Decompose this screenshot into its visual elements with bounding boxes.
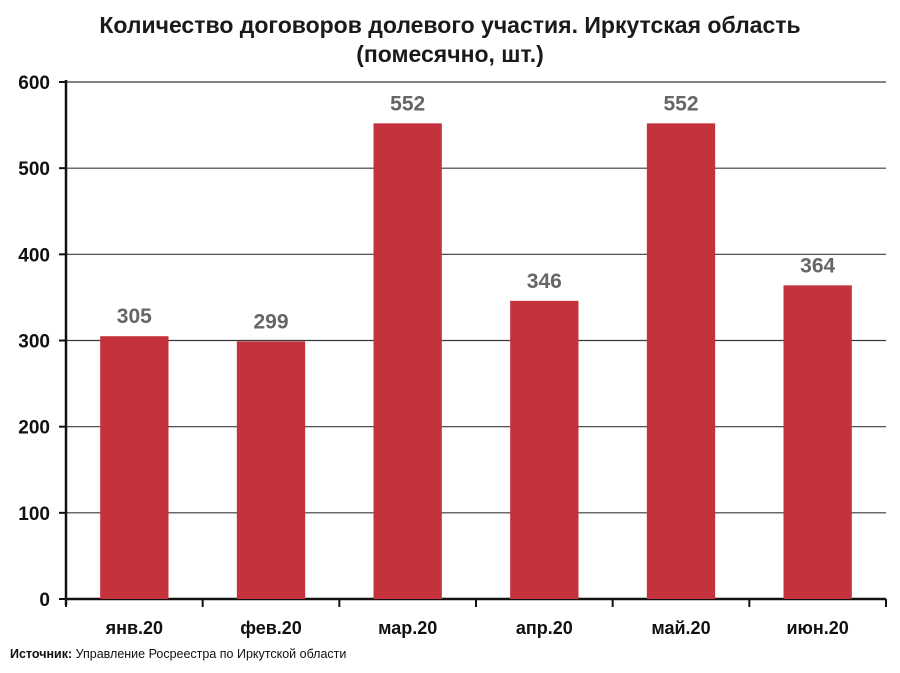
bar [236,341,306,599]
x-tick-label: янв.20 [105,618,163,638]
bar [510,300,579,599]
chart-title: Количество договоров долевого участия. И… [99,12,801,38]
data-label: 346 [527,270,562,293]
data-label: 305 [117,305,152,328]
y-tick-label: 200 [18,418,50,439]
source-text: Управление Росреестра по Иркутской облас… [75,647,347,661]
y-tick-label: 400 [18,245,50,266]
bar [646,123,716,600]
y-tick-label: 600 [18,73,50,94]
y-tick-label: 300 [18,332,50,353]
x-tick-label: фев.20 [240,618,302,638]
source-label: Источник: [10,647,73,661]
x-tick-label: апр.20 [516,618,573,638]
y-tick-label: 500 [18,159,50,180]
bar [100,336,169,599]
data-label: 552 [390,92,425,115]
bar [783,285,852,599]
x-tick-label: мар.20 [378,618,437,638]
y-tick-label: 100 [18,504,50,525]
x-tick-label: июн.20 [786,618,848,638]
bar [373,123,442,600]
x-tick-label: май.20 [651,618,710,638]
source-note: Источник: Управление Росреестра по Иркут… [10,647,346,661]
y-tick-label: 0 [39,590,50,611]
data-label: 364 [800,254,835,277]
data-label: 299 [253,310,288,333]
chart-subtitle: (помесячно, шт.) [356,41,544,67]
data-label: 552 [663,92,698,115]
